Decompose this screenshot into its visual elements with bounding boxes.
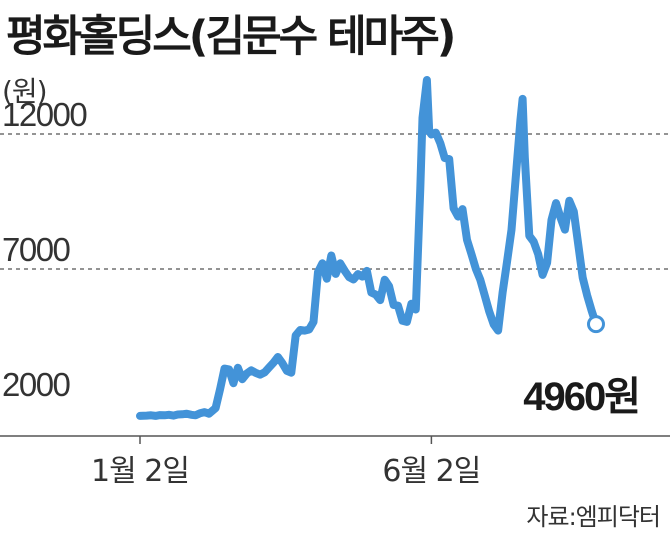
- y-tick-label-7000: 7000: [2, 231, 71, 268]
- source-note: 자료:엠피닥터: [526, 503, 661, 531]
- x-tick-label-1: 6월 2일: [382, 454, 480, 489]
- chart-title: 평화홀딩스(김문수 테마주): [6, 12, 456, 62]
- end-value-label: 4960원: [523, 375, 639, 419]
- y-tick-label-2000: 2000: [2, 366, 71, 403]
- price-series-line: [136, 76, 600, 420]
- x-tick-label-0: 1월 2일: [91, 454, 189, 489]
- y-tick-label-12000: 12000: [2, 96, 87, 133]
- y-axis-unit: (원): [2, 75, 48, 108]
- end-point-marker: [587, 315, 605, 334]
